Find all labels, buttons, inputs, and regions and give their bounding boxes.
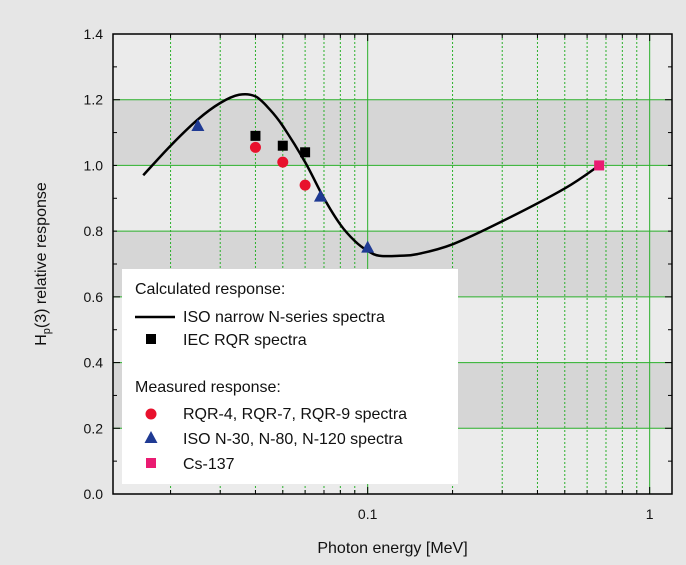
x-tick-label: 1 <box>646 506 654 522</box>
data-point-square <box>277 140 288 151</box>
y-tick-label: 0.2 <box>84 420 104 436</box>
plot-background-bands <box>113 34 672 494</box>
plot-band <box>113 34 672 100</box>
data-point-triangle <box>361 240 375 253</box>
legend-swatch-iso-n <box>144 431 158 443</box>
data-point-triangle <box>313 189 327 202</box>
legend-label-iso-n: ISO N-30, N-80, N-120 spectra <box>183 431 403 448</box>
data-point-square <box>594 160 605 171</box>
axis-ticks <box>113 33 672 495</box>
legend-heading-measured: Measured response: <box>135 379 281 396</box>
y-tick-label: 1.4 <box>84 26 104 42</box>
y-tick-label: 0.0 <box>84 486 104 502</box>
legend-label-cs137: Cs-137 <box>183 456 235 473</box>
legend-label-iec-rqr: IEC RQR spectra <box>183 332 307 349</box>
y-tick-label: 0.4 <box>84 355 104 371</box>
y-axis-label-rest: (3) relative response <box>33 182 50 328</box>
y-tick-label: 0.6 <box>84 289 104 305</box>
data-point-square <box>300 147 311 158</box>
legend-label-rqr: RQR-4, RQR-7, RQR-9 spectra <box>183 406 407 423</box>
data-point-circle <box>277 156 289 168</box>
calculated-curve-layer <box>142 92 600 258</box>
legend-label-iso-narrow: ISO narrow N-series spectra <box>183 309 385 326</box>
y-tick-label: 0.8 <box>84 223 104 239</box>
legend-swatch-rqr <box>145 408 157 420</box>
y-axis-label-main: H <box>33 334 50 346</box>
y-tick-label: 1.0 <box>84 157 104 173</box>
x-tick-label: 0.1 <box>358 506 378 522</box>
legend-heading-calculated: Calculated response: <box>135 281 285 298</box>
y-tick-label: 1.2 <box>84 92 104 108</box>
data-point-triangle <box>191 119 205 131</box>
plot-band <box>113 99 672 166</box>
legend-swatch-cs137 <box>146 458 156 468</box>
data-point-square <box>250 130 261 141</box>
x-axis-label: Photon energy [MeV] <box>317 540 467 557</box>
legend: Calculated response: ISO narrow N-series… <box>122 269 458 484</box>
y-axis-label: Hp(3) relative response <box>33 182 53 346</box>
data-markers-layer <box>191 119 605 253</box>
data-point-circle <box>299 179 311 191</box>
grid-lines <box>113 34 672 494</box>
legend-box <box>122 269 458 484</box>
y-axis-label-subscript: p <box>41 328 53 334</box>
plot-band <box>113 165 672 232</box>
calculated-response-curve <box>142 92 600 258</box>
tick-labels: 0.0 0.2 0.4 0.6 0.8 1.0 1.2 1.4 0.1 1 <box>84 26 654 522</box>
data-point-circle <box>249 141 261 153</box>
legend-swatch-iec-rqr <box>146 334 156 344</box>
